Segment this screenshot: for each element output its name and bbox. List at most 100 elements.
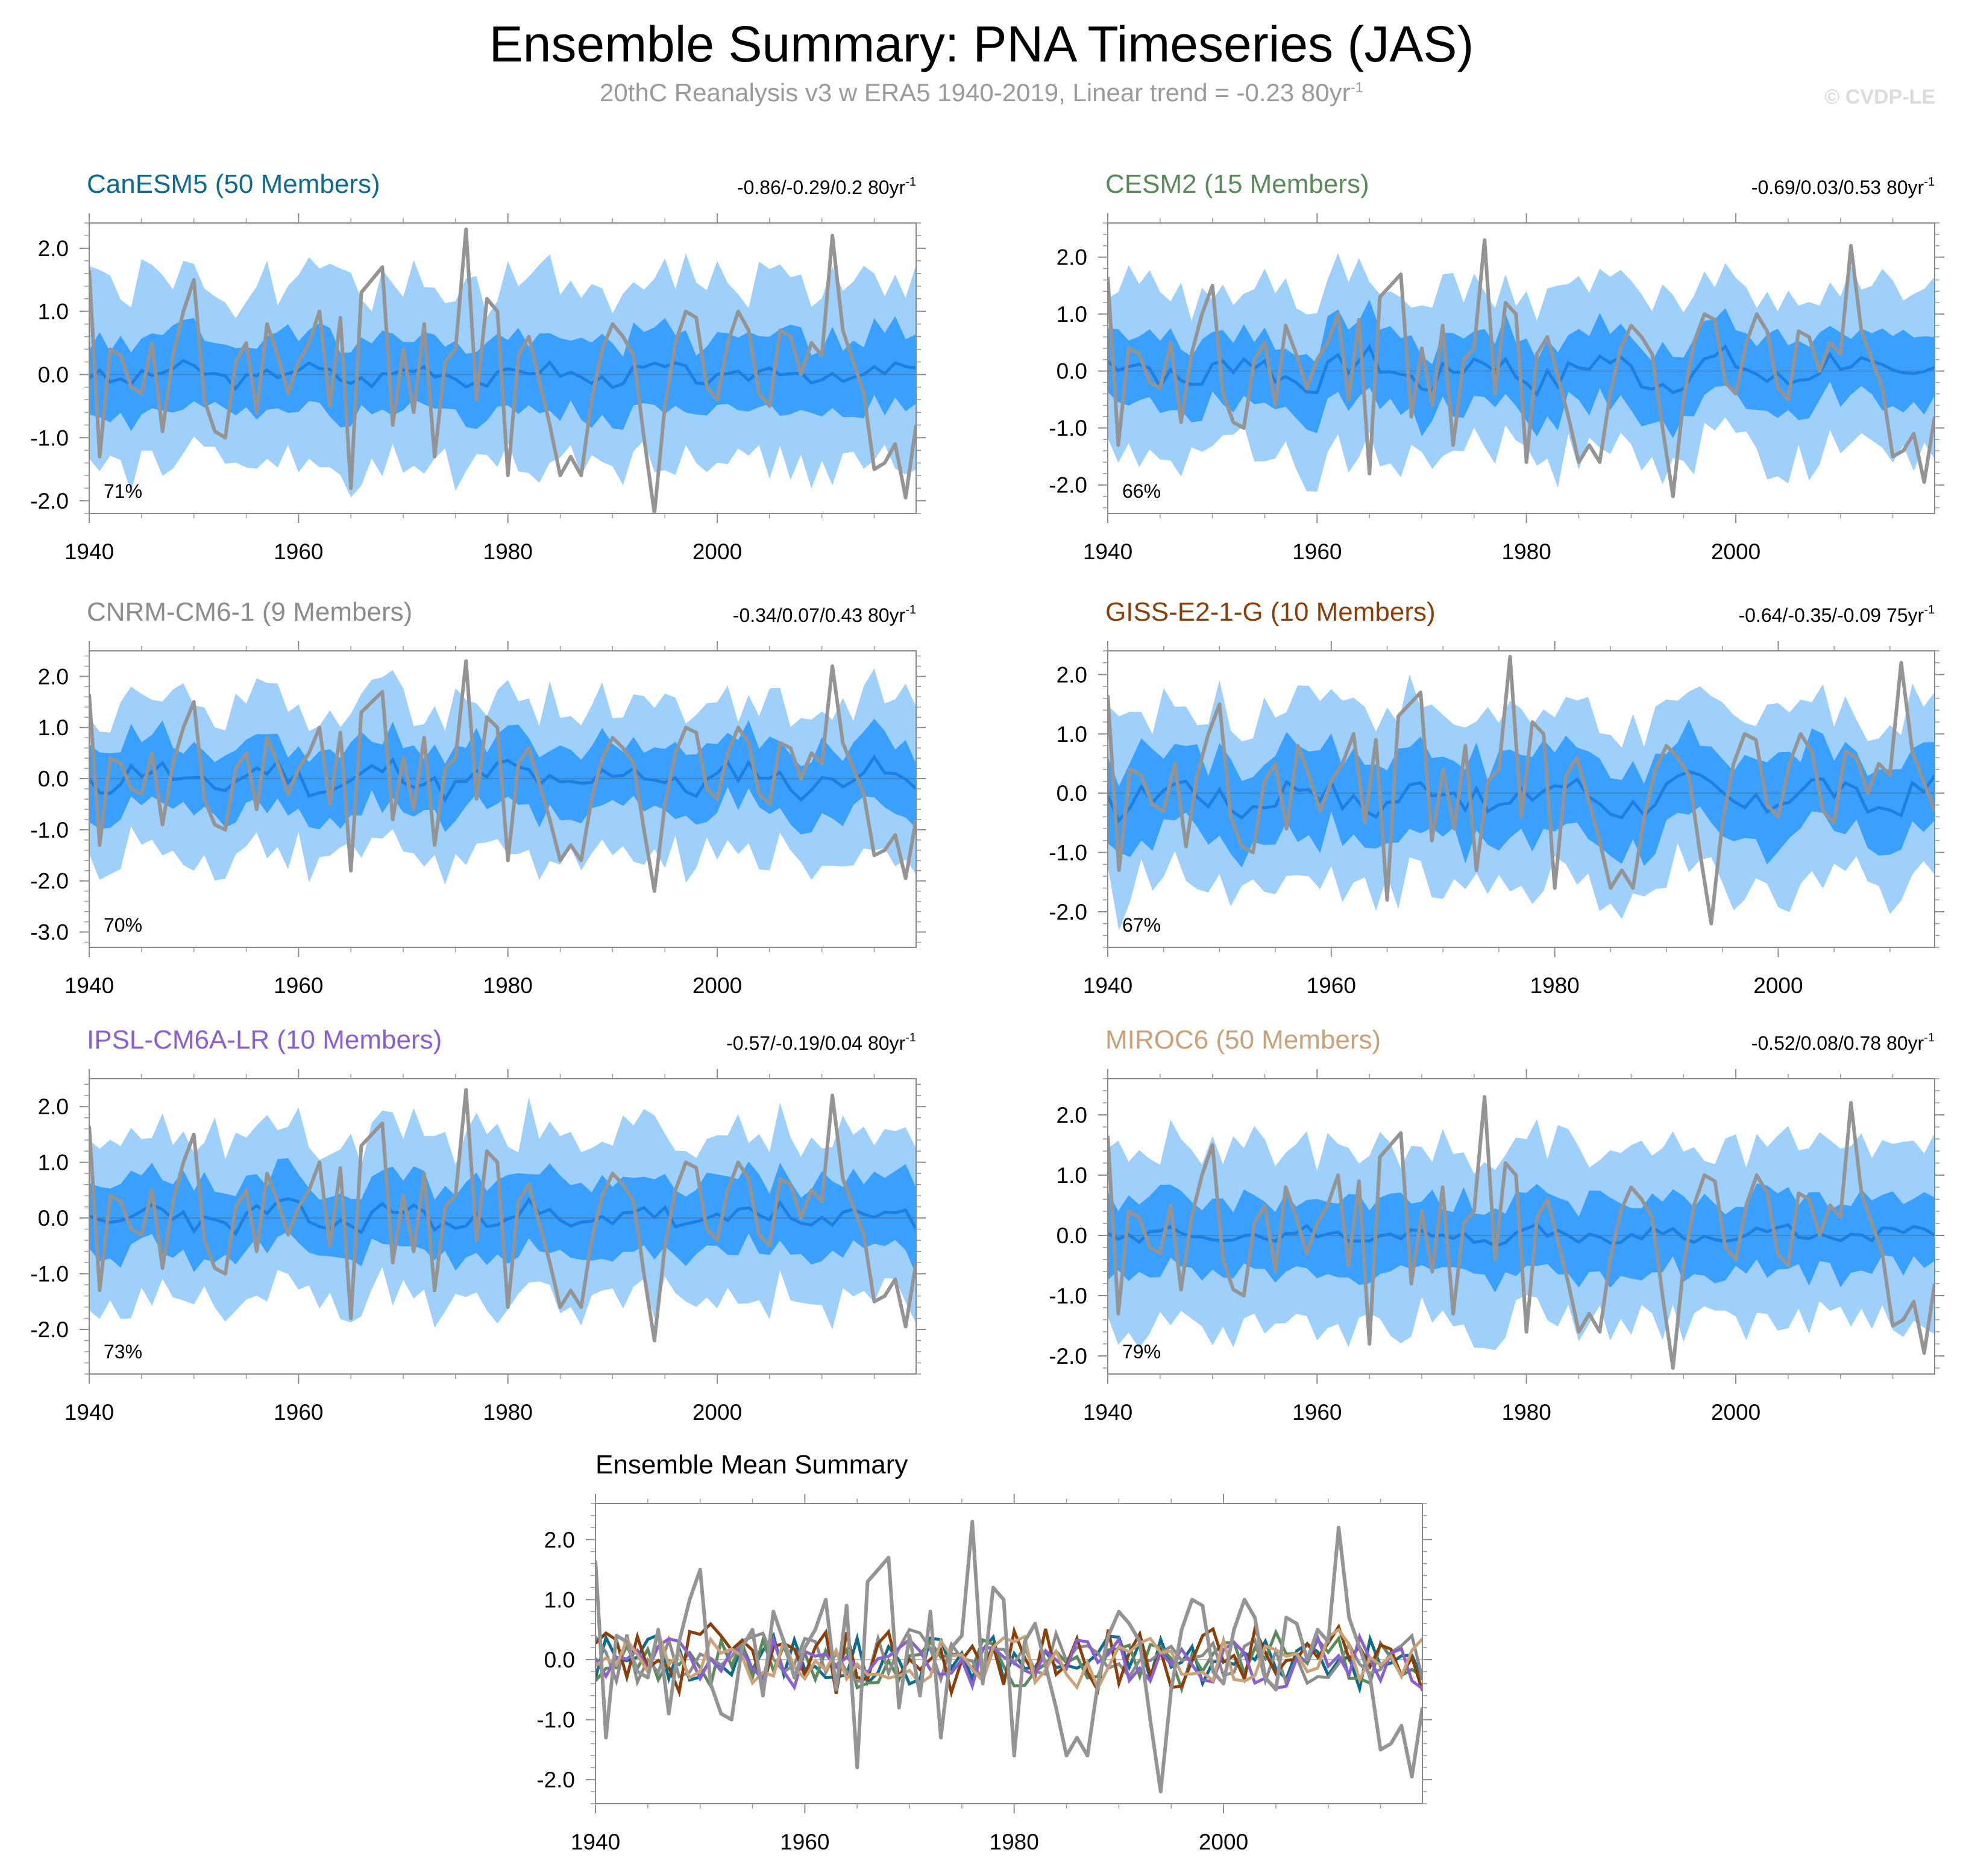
- trend-label: -0.52/0.08/0.78 80yr-1: [1751, 1031, 1935, 1054]
- panel-3: CNRM-CM6-1 (9 Members) -0.34/0.07/0.43 80…: [30, 597, 926, 998]
- y-tick-label: -2.0: [536, 1768, 575, 1792]
- percent-label: 70%: [104, 914, 142, 936]
- y-tick-label: 1.0: [38, 300, 69, 324]
- y-tick-label: 0.0: [544, 1648, 575, 1672]
- panel-5: IPSL-CM6A-LR (10 Members) -0.57/-0.19/0.0…: [30, 1025, 926, 1425]
- x-tick-label: 1980: [990, 1830, 1039, 1854]
- y-tick-label: -1.0: [1049, 1284, 1087, 1308]
- x-tick-label: 2000: [693, 973, 742, 998]
- plot-area: [89, 227, 916, 513]
- summary-title: Ensemble Mean Summary: [595, 1450, 908, 1479]
- plot-area: [1108, 654, 1935, 931]
- x-tick-label: 1980: [1502, 1400, 1551, 1425]
- plot-area: [89, 1088, 916, 1343]
- x-tick-label: 1960: [1292, 1400, 1342, 1425]
- x-tick-label: 1940: [64, 973, 114, 998]
- y-tick-label: -1.0: [30, 818, 69, 842]
- x-tick-label: 2000: [1199, 1830, 1248, 1854]
- x-tick-label: 1960: [274, 973, 323, 998]
- plot-frame: [89, 222, 917, 514]
- trend-value: -0.34/0.07/0.43 80yr: [733, 604, 906, 626]
- y-tick-label: 2.0: [1057, 245, 1087, 270]
- plot-frame: [1107, 222, 1935, 514]
- x-tick-label: 2000: [693, 539, 742, 564]
- panel-4: GISS-E2-1-G (10 Members) -0.64/-0.35/-0.0…: [1049, 597, 1944, 998]
- y-tick-label: -2.0: [30, 1317, 69, 1342]
- y-tick-label: 0.0: [1057, 1223, 1087, 1248]
- trend-exponent: -1: [1924, 603, 1935, 616]
- panel-title: CESM2 (15 Members): [1105, 169, 1369, 199]
- panel-1: CanESM5 (50 Members) -0.86/-0.29/0.2 80yr…: [30, 169, 926, 564]
- observed-line: [1108, 654, 1935, 926]
- percent-label: 66%: [1122, 480, 1161, 502]
- plot-frame: [1107, 1078, 1935, 1375]
- y-tick-label: -2.0: [1049, 900, 1087, 924]
- y-tick-label: -1.0: [30, 425, 69, 450]
- trend-value: -0.69/0.03/0.53 80yr: [1751, 177, 1924, 198]
- y-tick-label: -1.0: [30, 1262, 69, 1287]
- x-tick-label: 1940: [1083, 1400, 1132, 1425]
- percent-label: 73%: [104, 1341, 142, 1363]
- y-tick-label: 2.0: [38, 236, 69, 261]
- trend-label: -0.57/-0.19/0.04 80yr-1: [726, 1031, 916, 1054]
- trend-value: -0.64/-0.35/-0.09 75yr: [1738, 604, 1924, 626]
- x-tick-label: 1960: [780, 1830, 829, 1854]
- y-tick-label: 1.0: [38, 715, 69, 740]
- y-tick-label: 2.0: [544, 1528, 575, 1552]
- panel-title: IPSL-CM6A-LR (10 Members): [87, 1025, 442, 1055]
- trend-exponent: -1: [1924, 1031, 1935, 1044]
- plot-frame: [89, 1078, 917, 1375]
- panel-title: CanESM5 (50 Members): [87, 169, 380, 199]
- x-tick-label: 1980: [1502, 539, 1551, 564]
- y-tick-label: -3.0: [30, 920, 69, 945]
- x-tick-label: 1980: [483, 539, 533, 564]
- x-tick-label: 1940: [64, 539, 114, 564]
- trend-label: -0.69/0.03/0.53 80yr-1: [1751, 175, 1935, 198]
- y-tick-label: 0.0: [1057, 781, 1087, 806]
- trend-value: -0.57/-0.19/0.04 80yr: [726, 1032, 905, 1054]
- x-tick-label: 2000: [1753, 973, 1803, 998]
- x-tick-label: 1980: [1530, 973, 1579, 998]
- y-tick-label: -2.0: [30, 869, 69, 894]
- observed-line: [1108, 238, 1935, 498]
- y-tick-label: 0.0: [38, 362, 69, 387]
- plot-frame: [595, 1503, 1423, 1804]
- y-tick-label: 1.0: [38, 1150, 69, 1175]
- y-tick-label: 1.0: [1057, 302, 1087, 327]
- trend-value: -0.52/0.08/0.78 80yr: [1751, 1032, 1924, 1054]
- plot-area: [1108, 238, 1935, 498]
- trend-exponent: -1: [1924, 175, 1935, 189]
- subtitle-text: 20thC Reanalysis v3 w ERA5 1940-2019, Li…: [600, 78, 1351, 107]
- trend-exponent: -1: [905, 175, 916, 189]
- x-tick-label: 1940: [64, 1400, 114, 1425]
- panel-title: GISS-E2-1-G (10 Members): [1105, 597, 1436, 627]
- y-tick-label: 1.0: [544, 1587, 575, 1612]
- x-tick-label: 1960: [1307, 973, 1356, 998]
- x-tick-label: 1940: [1083, 539, 1132, 564]
- y-tick-label: -1.0: [1049, 841, 1087, 865]
- x-tick-label: 1980: [483, 973, 533, 998]
- percent-label: 67%: [1122, 914, 1161, 936]
- trend-label: -0.86/-0.29/0.2 80yr-1: [737, 175, 916, 198]
- plot-area: [1108, 1095, 1935, 1370]
- y-tick-label: 1.0: [1057, 722, 1087, 747]
- y-tick-label: -2.0: [30, 489, 69, 513]
- ensemble-mean-line: [89, 754, 916, 803]
- ensemble-mean-line: [1108, 770, 1935, 824]
- y-tick-label: 2.0: [38, 1094, 69, 1119]
- y-tick-label: 0.0: [1057, 359, 1087, 384]
- observed-line: [89, 659, 916, 893]
- panel-title: CNRM-CM6-1 (9 Members): [87, 597, 412, 627]
- y-tick-label: -2.0: [1049, 473, 1087, 498]
- observed-line: [1108, 1095, 1935, 1370]
- percent-label: 79%: [1122, 1341, 1161, 1363]
- y-tick-label: -1.0: [536, 1708, 575, 1733]
- trend-label: -0.34/0.07/0.43 80yr-1: [733, 603, 916, 626]
- y-tick-label: 0.0: [38, 1206, 69, 1231]
- x-tick-label: 1980: [483, 1400, 533, 1425]
- observed-line: [89, 1088, 916, 1343]
- y-tick-label: 0.0: [38, 767, 69, 791]
- panel-7: Ensemble Mean Summary 2.0 1.0 0.0 -1.0 -2.0 19…: [536, 1450, 1432, 1854]
- plot-area: [595, 1519, 1422, 1794]
